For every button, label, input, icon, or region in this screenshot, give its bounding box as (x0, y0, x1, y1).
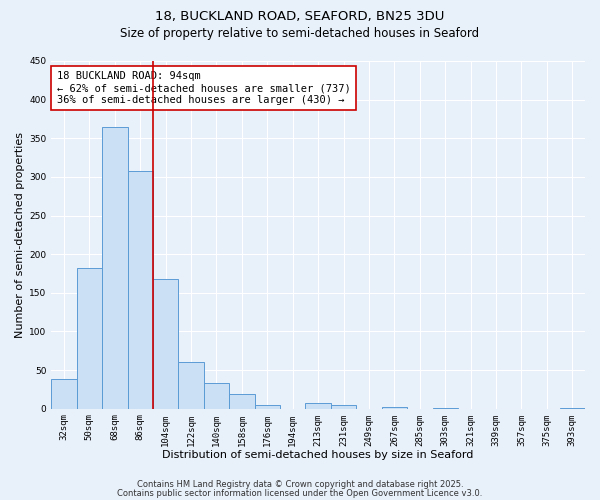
Text: 18, BUCKLAND ROAD, SEAFORD, BN25 3DU: 18, BUCKLAND ROAD, SEAFORD, BN25 3DU (155, 10, 445, 23)
Bar (102, 126, 128, 408)
Y-axis label: Number of semi-detached properties: Number of semi-detached properties (15, 132, 25, 338)
Bar (229, 394, 254, 408)
Text: 18 BUCKLAND ROAD: 94sqm
← 62% of semi-detached houses are smaller (737)
36% of s: 18 BUCKLAND ROAD: 94sqm ← 62% of semi-de… (56, 72, 350, 104)
Text: Contains HM Land Registry data © Crown copyright and database right 2025.: Contains HM Land Registry data © Crown c… (137, 480, 463, 489)
Bar (305, 402, 331, 408)
Text: Contains public sector information licensed under the Open Government Licence v3: Contains public sector information licen… (118, 490, 482, 498)
Bar (204, 383, 229, 408)
Bar (254, 405, 280, 408)
Bar (128, 172, 153, 408)
Text: Size of property relative to semi-detached houses in Seaford: Size of property relative to semi-detach… (121, 28, 479, 40)
Bar (382, 407, 407, 408)
Bar (77, 268, 102, 408)
Bar (51, 380, 77, 408)
Bar (178, 362, 204, 408)
Bar (153, 279, 178, 408)
Bar (331, 405, 356, 408)
X-axis label: Distribution of semi-detached houses by size in Seaford: Distribution of semi-detached houses by … (163, 450, 474, 460)
